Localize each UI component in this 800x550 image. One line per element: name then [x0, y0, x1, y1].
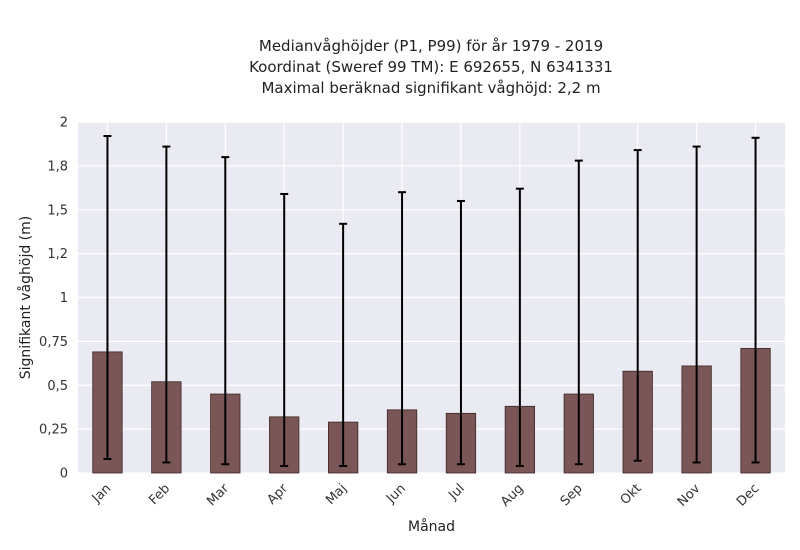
x-tick-label: Jan	[89, 481, 114, 506]
chart-title-line-2: Koordinat (Sweref 99 TM): E 692655, N 63…	[249, 58, 613, 76]
x-tick-label: Sep	[558, 481, 586, 509]
y-tick-label: 0,75	[39, 335, 68, 350]
y-tick-label: 0	[60, 467, 68, 482]
x-tick-label: Mar	[204, 481, 232, 509]
x-axis-ticks: Jan Feb Mar Apr Maj Jun Jul Aug Sep Okt Nov Dec	[89, 481, 763, 510]
error-bar-dec	[751, 136, 760, 464]
error-bar-mar	[221, 156, 230, 466]
x-tick-label: Nov	[675, 481, 704, 510]
y-tick-label: 2	[60, 116, 68, 131]
x-tick-label: Jul	[445, 481, 467, 503]
y-tick-label: 1,8	[47, 159, 68, 174]
error-bar-feb	[162, 145, 171, 464]
error-bar-sep	[574, 159, 583, 466]
x-tick-label: Maj	[323, 481, 350, 508]
error-bar-jul	[456, 199, 465, 466]
error-bars	[103, 135, 760, 467]
chart-title: Medianvåghöjder (P1, P99) för år 1979 - …	[249, 37, 613, 97]
x-tick-label: Aug	[498, 481, 527, 510]
error-bar-apr	[280, 192, 289, 467]
y-tick-label: 1,5	[47, 203, 68, 218]
error-bar-aug	[515, 187, 524, 467]
x-tick-label: Jun	[383, 481, 409, 507]
x-tick-label: Apr	[265, 481, 292, 508]
y-axis-ticks: 0 0,25 0,5 0,75 1 1,2 1,5 1,8 2	[39, 116, 68, 482]
y-tick-label: 0,25	[39, 423, 68, 438]
x-axis-label: Månad	[408, 518, 455, 535]
x-tick-label: Okt	[618, 481, 645, 508]
error-bar-jan	[103, 135, 112, 460]
x-tick-label: Dec	[734, 481, 762, 509]
y-tick-label: 1,2	[47, 247, 68, 262]
y-tick-label: 1	[60, 291, 68, 306]
y-tick-label: 0,5	[47, 379, 68, 394]
chart-title-line-1: Medianvåghöjder (P1, P99) för år 1979 - …	[259, 37, 603, 55]
chart-title-line-3: Maximal beräknad signifikant våghöjd: 2,…	[261, 79, 600, 97]
x-tick-label: Feb	[146, 481, 173, 508]
error-bar-nov	[692, 145, 701, 464]
error-bar-maj	[339, 222, 348, 467]
error-bar-jun	[398, 191, 407, 466]
y-axis-label: Signifikant våghöjd (m)	[17, 216, 34, 379]
error-bar-okt	[633, 149, 642, 462]
